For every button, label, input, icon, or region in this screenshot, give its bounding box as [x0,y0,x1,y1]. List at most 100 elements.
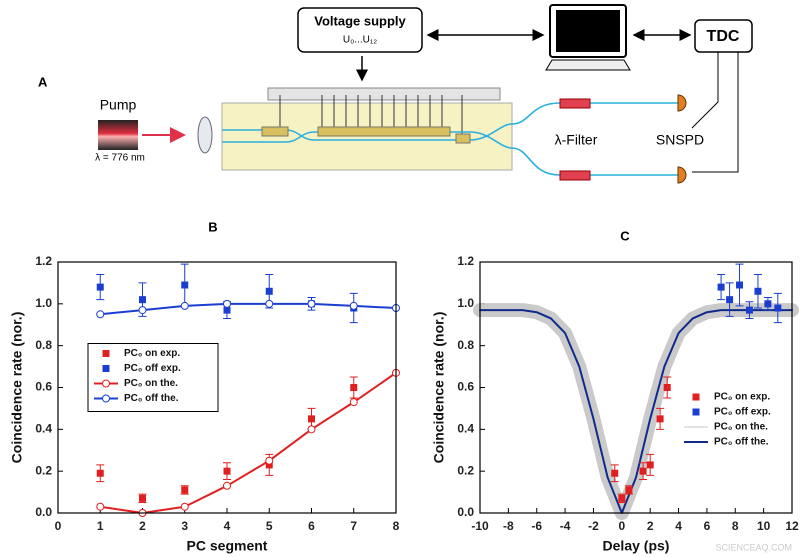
legend-label: PC₀ on exp. [714,392,770,403]
wavelength: λ = 776 nm [95,153,145,164]
marker [308,415,315,423]
filter [559,98,591,109]
line [479,309,793,514]
panel-label: A [38,74,48,89]
y-tick-label: 1.2 [35,254,52,268]
marker [726,296,734,304]
y-tick-label: 0.6 [457,380,474,394]
marker [692,393,700,401]
legend-label: PC₀ on exp. [124,348,180,359]
marker [736,281,744,289]
tdc-label: TDC [707,28,740,45]
marker [265,287,273,295]
y-tick-label: 1.0 [35,296,52,310]
x-tick-label: -10 [471,519,489,533]
wire [691,52,719,129]
detector-label: SNSPD [656,132,704,148]
legend: PC₀ on exp. PC₀ off exp. PC₀ on the. PC₀ of… [87,343,219,412]
marker [139,494,146,502]
segment [455,133,471,144]
computer [545,4,631,71]
y-tick-label: 0.2 [35,463,52,477]
marker [265,461,273,469]
detector [677,94,687,112]
detector [677,166,687,184]
legend-box [87,343,219,412]
voltage-range: U₀...U₁₂ [343,35,377,46]
marker [223,299,231,308]
x-tick-label: 10 [757,519,771,533]
marker [618,494,626,502]
line [99,371,397,514]
x-tick-label: 6 [308,519,315,533]
x-tick-label: 0 [55,519,62,533]
marker [102,394,110,403]
y-axis-label: Coincidence rate (nor.) [431,312,447,464]
legend-label: PC₀ off the. [124,393,179,404]
legend-label: PC₀ off the. [714,437,769,448]
wire [692,52,739,173]
x-tick-label: 4 [224,519,231,533]
marker [265,456,274,465]
x-tick-label: 8 [732,519,739,533]
y-tick-label: 0.6 [35,380,52,394]
marker [350,384,358,391]
legend-label: PC₀ on the. [124,378,178,389]
x-tick-label: -4 [560,519,571,533]
marker [223,481,231,490]
marker [656,415,664,423]
y-tick-label: 0.0 [35,505,52,519]
y-tick-label: 1.0 [457,296,474,310]
y-tick-label: 1.2 [457,254,474,268]
x-tick-label: -2 [588,519,599,533]
legend-label: PC₀ off exp. [714,407,771,418]
marker [138,306,147,315]
marker [692,408,700,416]
marker [223,467,231,475]
x-axis-label: Delay (ps) [603,538,670,554]
marker [774,304,782,312]
x-tick-label: 2 [139,519,146,533]
y-tick-label: 0.4 [457,422,474,436]
marker [349,301,358,310]
chart-title: B [208,219,217,234]
setup-diagram: A Voltage supply U₀...U₁₂ TDC Pump λ = 7… [38,4,753,184]
filter [559,170,591,181]
marker [96,469,104,477]
marker [265,299,274,308]
marker [639,467,647,475]
filter-label: λ-Filter [555,132,598,148]
marker [181,486,189,494]
tdc-box [694,19,753,53]
marker [96,310,105,319]
segment [261,126,289,137]
x-tick-label: 12 [785,519,799,533]
x-axis-label: PC segment [187,538,268,554]
voltage-box [297,7,423,53]
marker [96,283,104,291]
marker [764,300,772,308]
lens [197,116,213,154]
y-axis-label: Coincidence rate (nor.) [9,312,25,464]
x-tick-label: 8 [393,519,400,533]
y-tick-label: 0.4 [35,422,52,436]
marker [611,469,619,477]
electrode-bar [267,87,501,101]
legend-label: PC₀ on the. [714,422,768,433]
pump-label: Pump [100,97,137,113]
x-tick-label: -8 [503,519,514,533]
marker [102,350,110,357]
marker [102,365,110,372]
marker [625,486,633,494]
marker [349,398,358,407]
marker [754,287,762,295]
marker [102,379,110,388]
marker [180,502,189,511]
segment [317,126,451,137]
watermark: SCIENCEAQ.COM [715,542,792,552]
marker [663,384,671,391]
marker [717,283,725,291]
y-tick-label: 0.0 [457,505,474,519]
marker [307,425,316,434]
